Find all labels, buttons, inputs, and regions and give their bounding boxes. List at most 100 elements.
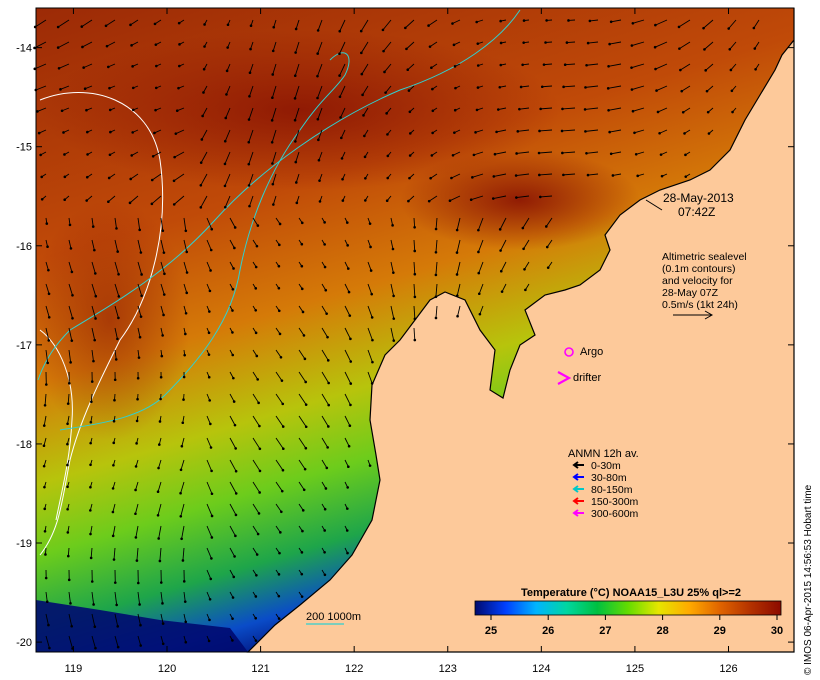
velocity-arrow-head [303,357,307,361]
velocity-arrow [229,415,236,426]
velocity-arrow [499,217,507,230]
velocity-arrow-head [382,49,385,53]
velocity-arrow [344,437,350,447]
velocity-arrow-head [455,228,459,232]
velocity-arrow-head [294,27,298,31]
anmn-legend-arrow [572,461,584,469]
velocity-arrow [135,481,139,491]
velocity-arrow-head [753,47,757,50]
velocity-arrow-head [59,88,62,91]
velocity-arrow [516,195,530,198]
velocity-arrow-head [349,337,352,341]
velocity-arrow [275,371,283,381]
velocity-arrow-head [82,66,85,69]
velocity-arrow-head [346,244,349,247]
velocity-arrow [152,151,162,157]
velocity-arrow-head [37,131,41,135]
velocity-arrow [135,503,139,514]
velocity-arrow-head [347,444,351,448]
velocity-arrow [294,107,300,121]
velocity-arrow [67,547,70,557]
velocity-arrow [175,129,185,135]
velocity-arrow-head [233,555,236,558]
velocity-arrow [252,437,261,450]
velocity-arrow [206,525,213,538]
velocity-arrow-head [381,28,385,32]
velocity-arrow [478,239,484,253]
velocity-arrow-head [33,46,36,50]
velocity-arrow [275,415,284,427]
velocity-arrow-head [135,442,138,445]
velocity-arrow-head [338,95,342,99]
velocity-arrow-head [233,246,236,250]
velocity-arrow-head [66,422,69,426]
velocity-arrow [478,283,484,294]
velocity-arrow-head [210,469,213,473]
isobath-1000m [37,9,521,381]
velocity-arrow-head [43,403,47,407]
velocity-arrow-head [371,360,374,364]
velocity-arrow [45,327,50,341]
velocity-arrow-head [326,335,329,339]
velocity-arrow [160,305,164,316]
velocity-arrow-head [280,489,284,493]
velocity-arrow-head [134,465,138,468]
velocity-arrow-head [70,270,74,274]
velocity-arrow-head [405,47,408,51]
velocity-arrow-head [706,110,710,114]
velocity-arrow [113,547,116,560]
velocity-arrow-head [294,140,297,143]
velocity-arrow-head [277,264,281,268]
velocity-arrow [367,327,373,341]
velocity-arrow-head [232,376,235,380]
velocity-arrow-head [392,271,395,274]
velocity-arrow [137,591,141,605]
velocity-arrow-head [368,222,372,225]
velocity-arrow-head [683,132,686,135]
velocity-arrow [636,151,645,155]
velocity-arrow-head [280,510,283,514]
velocity-arrow [586,63,599,66]
altimetry-caption-line: 28-May 07Z [662,287,719,299]
velocity-arrow-head [609,20,613,24]
velocity-arrow-head [498,228,502,231]
velocity-arrow [321,371,330,384]
velocity-arrow [68,349,72,363]
velocity-arrow-head [71,293,74,297]
velocity-arrow-head [89,485,92,489]
anmn-legend-label: 30-80m [591,472,627,484]
velocity-arrow [137,217,141,230]
velocity-arrow-head [363,134,366,138]
velocity-arrow [413,283,416,297]
velocity-arrow-head [153,131,156,135]
velocity-arrow-head [113,398,116,402]
velocity-arrow [206,415,211,425]
velocity-arrow [500,239,507,251]
velocity-arrow-head [338,74,341,77]
velocity-arrow-head [182,398,185,401]
velocity-arrow [706,85,714,92]
velocity-arrow [252,503,260,514]
velocity-arrow-head [431,87,434,91]
velocity-arrow-head [182,375,186,379]
velocity-arrow [91,283,97,297]
velocity-arrow-head [451,153,455,157]
lat-tick-label: -20 [16,637,32,649]
velocity-arrow-head [158,559,162,563]
lat-tick-label: -17 [16,340,32,352]
velocity-arrow [585,129,599,132]
velocity-arrow-head [475,20,478,24]
lon-tick-label: 119 [65,663,83,675]
velocity-arrow-head [208,289,212,293]
velocity-arrow-head [456,314,459,318]
velocity-arrow-head [154,86,158,90]
velocity-arrow-head [316,117,320,121]
velocity-arrow-head [346,507,349,510]
velocity-arrow [539,151,553,154]
velocity-arrow-head [105,44,109,48]
velocity-arrow-head [33,67,37,71]
velocity-arrow [679,41,691,50]
lon-tick-label: 120 [158,663,176,675]
velocity-arrow [632,19,645,24]
velocity-arrow [390,327,395,341]
